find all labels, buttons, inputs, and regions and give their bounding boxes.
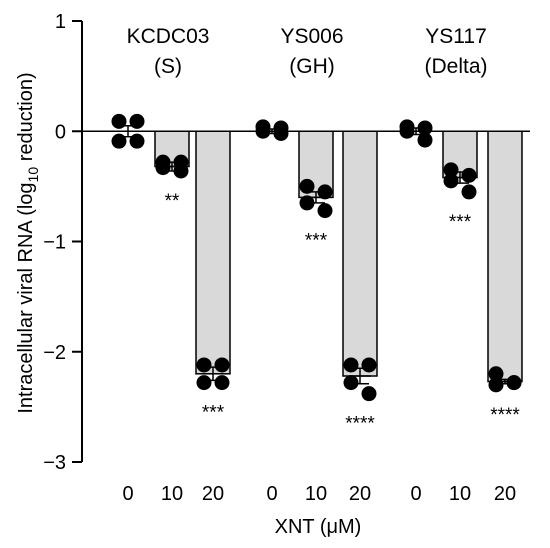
- group-title-line2: (S): [154, 55, 182, 78]
- data-point: [299, 178, 315, 194]
- group-title-line1: KCDC03: [127, 25, 210, 48]
- data-point: [488, 366, 504, 382]
- data-point: [443, 162, 459, 178]
- x-tick-label: 20: [349, 483, 371, 505]
- x-tick-label: 20: [494, 483, 516, 505]
- data-point: [317, 184, 333, 200]
- y-axis-label: Intracellular viral RNA (log10 reduction…: [15, 72, 41, 413]
- data-point: [173, 163, 189, 179]
- data-point: [417, 120, 433, 136]
- data-point: [129, 133, 145, 149]
- data-point: [361, 357, 377, 373]
- x-axis-label: XNT (μM): [275, 516, 362, 538]
- group-title-line2: (GH): [289, 55, 335, 78]
- data-point: [214, 375, 230, 391]
- data-point: [488, 377, 504, 393]
- significance-label: ***: [202, 403, 225, 424]
- data-point: [129, 113, 145, 129]
- data-point: [361, 386, 377, 402]
- group-title-line2: (Delta): [424, 55, 487, 78]
- data-point: [196, 375, 212, 391]
- data-point: [399, 123, 415, 139]
- data-point: [273, 125, 289, 141]
- labels-layer: KCDC03 (S) 0 ** 10 *** 20 YS006 (GH) 0 *** 10 **** 20…: [122, 25, 520, 505]
- data-point: [461, 167, 477, 183]
- significance-label: ****: [490, 405, 520, 426]
- significance-label: ***: [305, 231, 328, 252]
- y-tick-label: −1: [43, 232, 66, 254]
- data-point: [299, 195, 315, 211]
- data-point: [255, 123, 271, 139]
- x-tick-label: 0: [266, 483, 277, 505]
- x-tick-label: 0: [122, 483, 133, 505]
- x-tick-label: 0: [410, 483, 421, 505]
- data-point: [461, 184, 477, 200]
- axes: 1 0 −1 −2 −3: [43, 11, 530, 474]
- x-tick-label: 10: [449, 483, 471, 505]
- x-tick-label: 20: [202, 483, 224, 505]
- y-tick-label: 1: [55, 11, 66, 33]
- data-point: [214, 357, 230, 373]
- bar: [342, 130, 378, 377]
- data-point: [506, 375, 522, 391]
- y-tick-label: 0: [55, 121, 66, 143]
- bar: [195, 130, 231, 375]
- significance-label: **: [165, 191, 180, 212]
- x-tick-label: 10: [161, 483, 183, 505]
- data-point: [155, 160, 171, 176]
- data-point: [196, 357, 212, 373]
- data-point: [443, 173, 459, 189]
- group-title-line1: YS117: [425, 25, 487, 48]
- x-tick-label: 10: [305, 483, 327, 505]
- bar: [487, 130, 523, 383]
- significance-label: ***: [449, 212, 472, 233]
- group-title-line1: YS006: [280, 25, 343, 48]
- data-point: [343, 375, 359, 391]
- data-point: [111, 113, 127, 129]
- data-point: [111, 133, 127, 149]
- bars-layer: [111, 113, 523, 402]
- y-tick-label: −2: [43, 342, 66, 364]
- data-point: [343, 357, 359, 373]
- significance-label: ****: [345, 414, 375, 435]
- data-point: [417, 132, 433, 148]
- y-tick-label: −3: [43, 452, 66, 474]
- data-point: [317, 203, 333, 219]
